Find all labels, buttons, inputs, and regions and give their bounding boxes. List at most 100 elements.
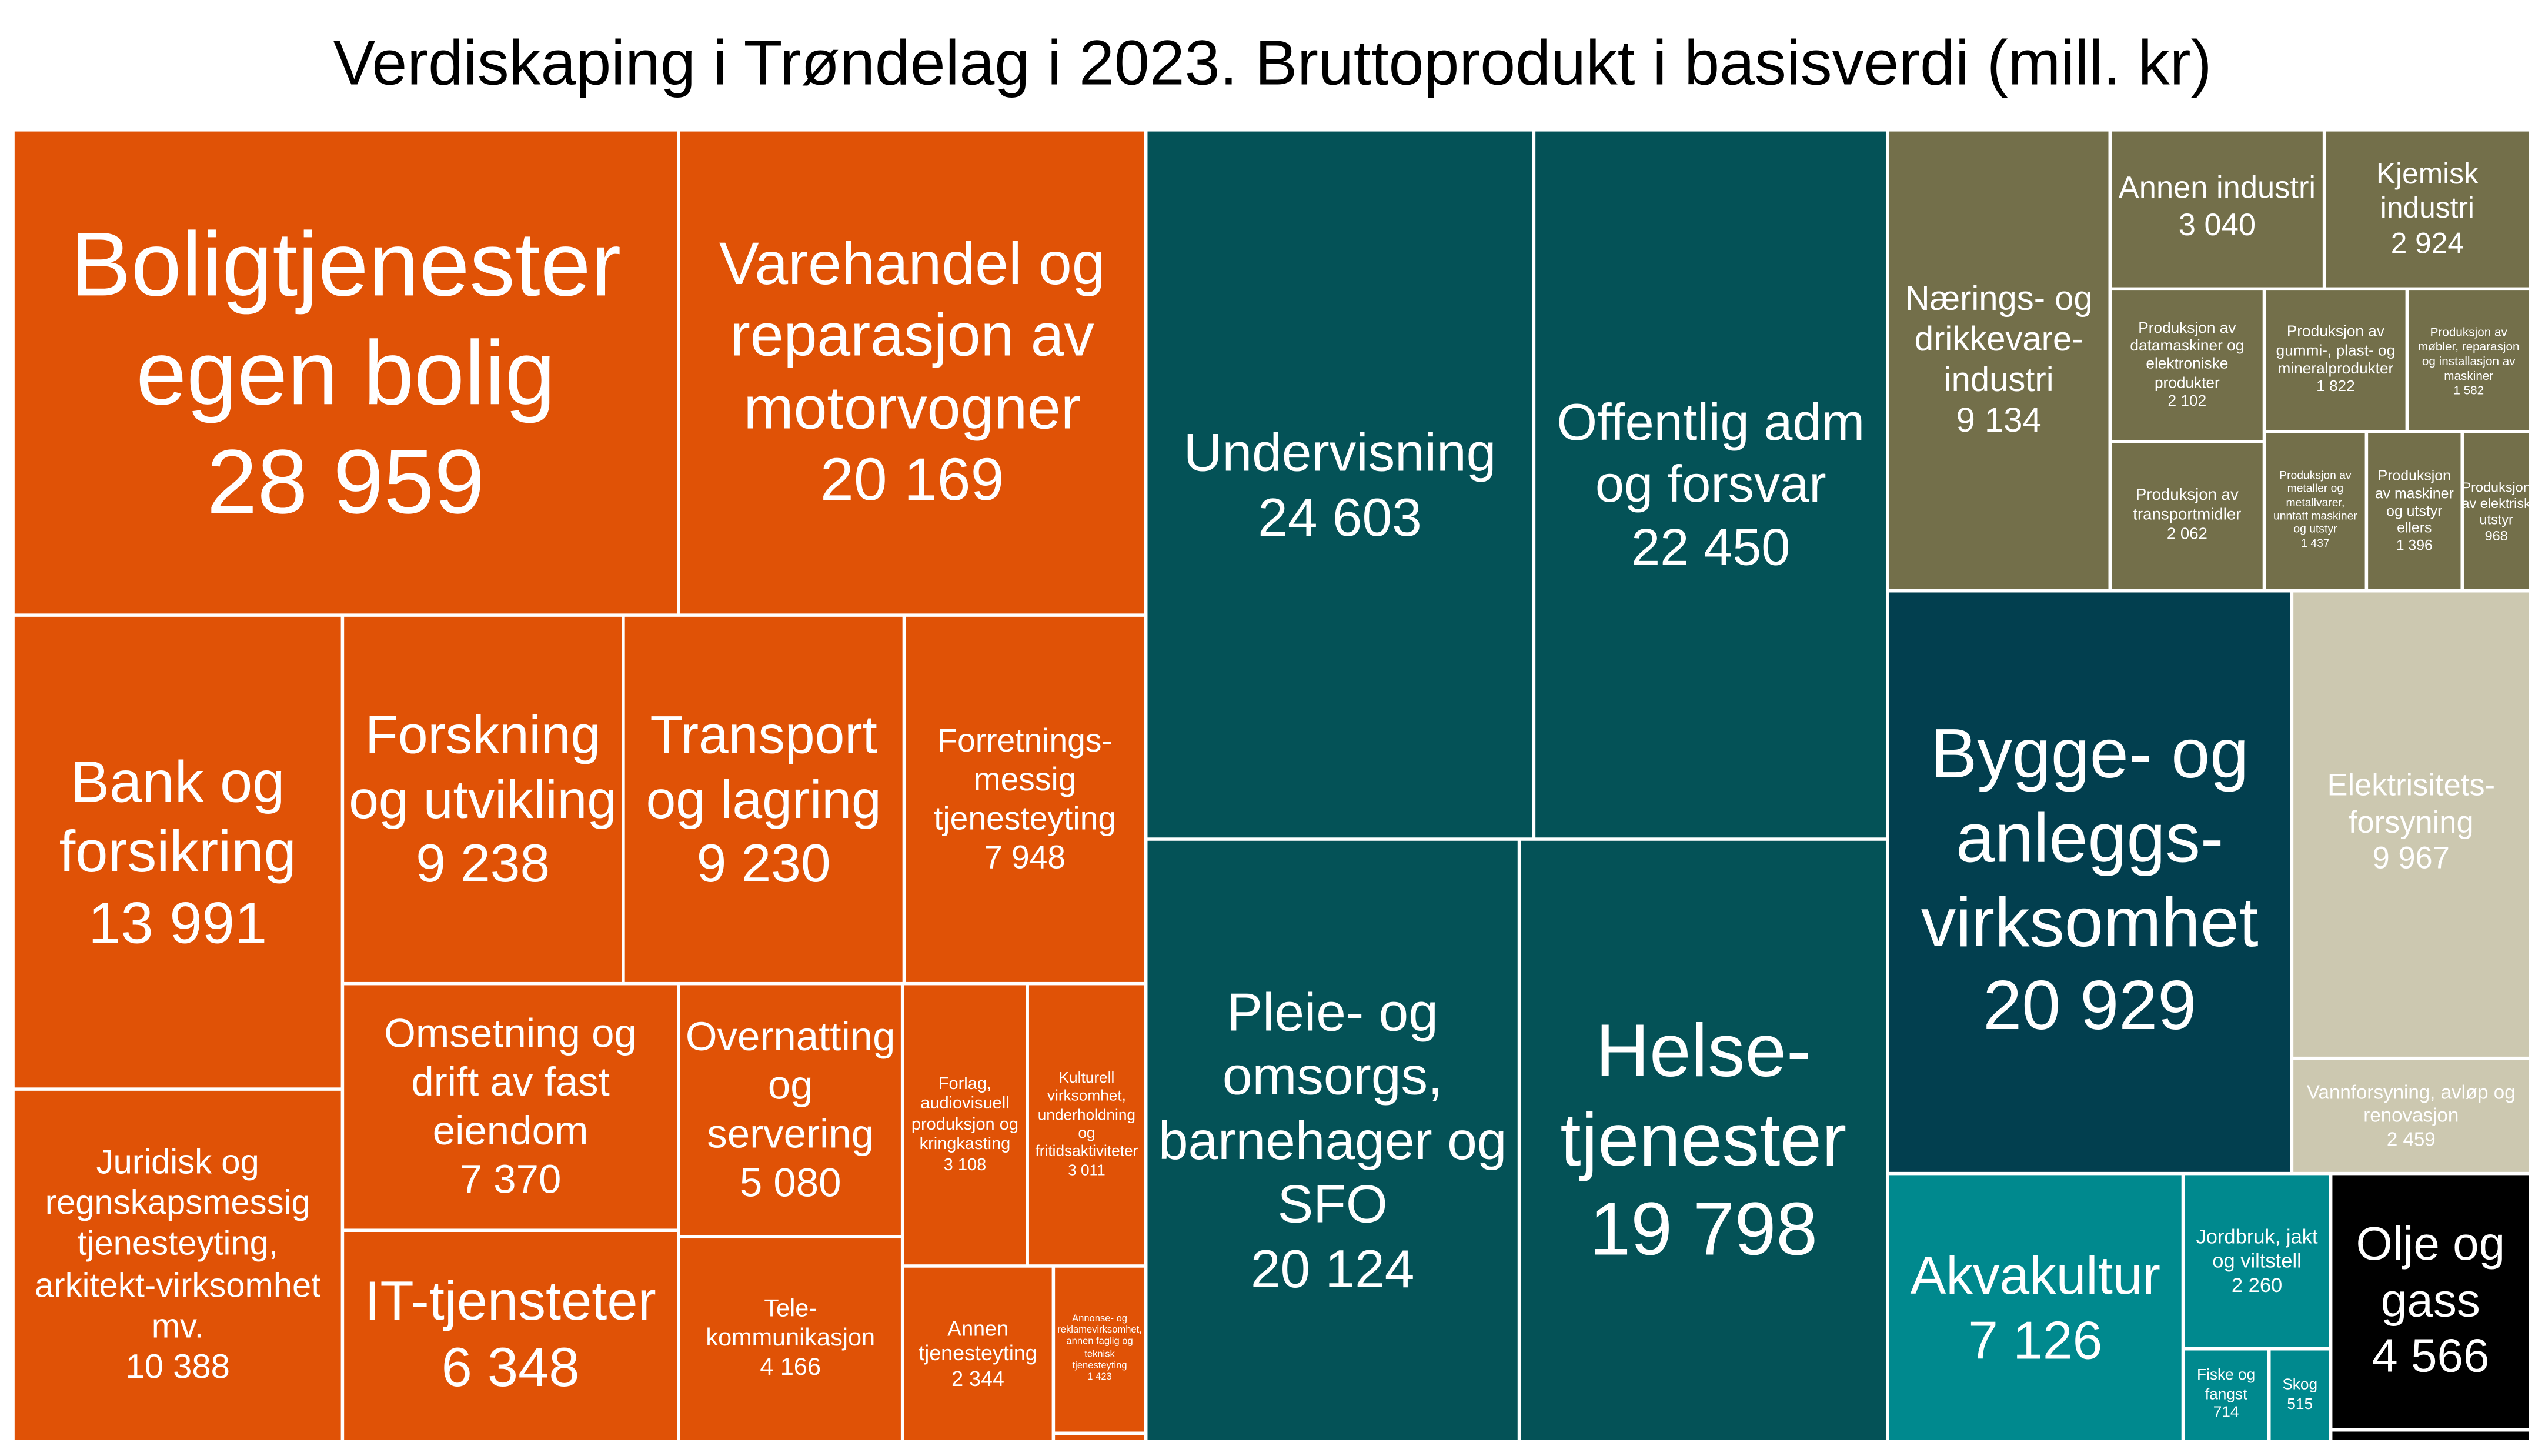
- treemap-cell: Akvakultur 7 126: [1889, 1175, 2182, 1440]
- cell-label: Produksjon av datamaskiner og elektronis…: [2130, 319, 2245, 393]
- cell-value: 4 566: [2372, 1331, 2490, 1384]
- cell-label: Offentlig adm og forsvar: [1557, 392, 1865, 514]
- cell-value: 22 450: [1631, 517, 1791, 576]
- treemap-cell: Produksjon av møbler, reparasjon og inst…: [2409, 290, 2529, 430]
- cell-value: 2 102: [2167, 393, 2207, 411]
- cell-value: 7 948: [984, 840, 1066, 876]
- cell-value: 2 260: [2231, 1273, 2283, 1297]
- treemap-cell: Annen tjenesteyting 2 344: [904, 1267, 1052, 1440]
- cell-label: Forlag, audiovisuell produksjon og kring…: [911, 1073, 1018, 1155]
- treemap-cell: Annonse- og reklamevirksomhet, annen fag…: [1055, 1267, 1144, 1432]
- cell-value: 9 967: [2372, 843, 2450, 877]
- cell-value: 24 603: [1258, 486, 1422, 546]
- cell-label: Boligtjenester egen bolig: [70, 212, 622, 424]
- chart-title: Verdiskaping i Trøndelag i 2023. Bruttop…: [333, 29, 2212, 99]
- cell-value: 5 080: [739, 1160, 841, 1206]
- cell-label: Produksjon av transportmidler: [2133, 487, 2242, 525]
- cell-value: 3 011: [1068, 1161, 1105, 1180]
- cell-label: Helse-tjenester: [1560, 1007, 1847, 1182]
- cell-label: Fiske og fangst: [2197, 1367, 2256, 1404]
- cell-value: 28 959: [206, 430, 485, 533]
- treemap-cell: Produksjon av transportmidler 2 062: [2112, 443, 2263, 589]
- cell-value: 1 822: [2316, 379, 2355, 397]
- treemap-cell: Forskning og utvikling 9 238: [344, 616, 622, 982]
- cell-value: 968: [2484, 527, 2508, 545]
- cell-label: Olje og gass: [2356, 1218, 2506, 1327]
- treemap-cell: Juridisk og regnskapsmessig tjenesteytin…: [14, 1090, 341, 1440]
- treemap-cell: Omsetning og drift av fast eiendom 7 370: [344, 985, 677, 1229]
- treemap-cell: Olje og gass 4 566: [2332, 1175, 2529, 1428]
- treemap-cell: Kulturell virksomhet, underholdning og f…: [1028, 985, 1144, 1265]
- cell-value: 1 396: [2396, 537, 2433, 554]
- treemap-cell: Overnatting og servering 5 080: [680, 985, 901, 1235]
- cell-label: Varehandel og reparasjon av motorvogner: [719, 230, 1105, 441]
- cell-value: 2 062: [2166, 526, 2207, 544]
- cell-label: Elektrisitets-forsyning: [2327, 769, 2496, 840]
- treemap-cell: Nærings- og drikkevare-industri 9 134: [1889, 131, 2109, 589]
- cell-label: Produksjon av elektrisk utstyr: [2463, 478, 2529, 528]
- cell-value: 2 459: [2386, 1127, 2436, 1151]
- treemap-cell: Forlag, audiovisuell produksjon og kring…: [904, 985, 1026, 1265]
- treemap-cell: Produksjon av datamaskiner og elektronis…: [2112, 290, 2263, 440]
- cell-value: 4 166: [760, 1354, 821, 1381]
- cell-value: 19 798: [1589, 1186, 1818, 1271]
- cell-value: 9 134: [1956, 403, 2042, 440]
- treemap-cell: Skog 515: [2270, 1350, 2329, 1440]
- cell-label: Vannforsyning, avløp og renovasjon: [2306, 1081, 2516, 1127]
- cell-value: 9 230: [696, 833, 831, 893]
- treemap-cell: Pleie- og omsorgs, barnehager og SFO 20 1…: [1147, 840, 1518, 1440]
- cell-label: Annonse- og reklamevirksomhet, annen fag…: [1057, 1314, 1142, 1371]
- cell-label: Annen tjenesteyting: [919, 1315, 1037, 1365]
- cell-label: Overnatting og servering: [685, 1014, 896, 1158]
- treemap-cell: Transport og lagring 9 230: [624, 616, 903, 982]
- cell-label: Pleie- og omsorgs, barnehager og SFO: [1158, 981, 1507, 1234]
- cell-label: Kjemisk industri: [2376, 156, 2479, 225]
- cell-value: 20 169: [820, 446, 1004, 513]
- cell-label: Forskning og utvikling: [349, 704, 617, 829]
- treemap-cell: [1055, 1435, 1144, 1440]
- cell-value: 13 991: [88, 889, 268, 956]
- treemap-cell: Vannforsyning, avløp og renovasjon 2 459: [2293, 1060, 2529, 1172]
- cell-label: Produksjon av møbler, reparasjon og inst…: [2417, 323, 2520, 383]
- treemap-cell: IT-tjensteter 6 348: [344, 1231, 677, 1440]
- treemap-cell: Tele-kommunikasjon 4 166: [680, 1238, 901, 1440]
- treemap-cell: [2332, 1431, 2529, 1440]
- cell-value: 515: [2287, 1395, 2313, 1413]
- cell-value: 1 423: [1087, 1372, 1112, 1383]
- cell-value: 7 126: [1968, 1309, 2103, 1370]
- cell-value: 2 344: [951, 1366, 1004, 1391]
- cell-value: 10 388: [125, 1348, 230, 1386]
- treemap-cell: Bank og forsikring 13 991: [14, 616, 341, 1088]
- cell-label: Jordbruk, jakt og viltstell: [2196, 1224, 2318, 1272]
- cell-label: Nærings- og drikkevare-industri: [1905, 280, 2093, 400]
- treemap-cell: Annen industri 3 040: [2112, 131, 2323, 288]
- cell-label: Akvakultur: [1910, 1244, 2160, 1305]
- cell-value: 20 124: [1250, 1238, 1415, 1298]
- cell-label: Bygge- og anleggs-virksomhet: [1921, 716, 2259, 962]
- cell-label: Skog: [2282, 1376, 2318, 1395]
- treemap-cell: Undervisning 24 603: [1147, 131, 1532, 838]
- cell-value: 9 238: [416, 833, 550, 893]
- cell-label: Tele-kommunikasjon: [706, 1295, 876, 1353]
- treemap-cell: Produksjon av elektrisk utstyr 968: [2463, 433, 2529, 589]
- cell-label: Forretnings-messig tjenesteyting: [934, 723, 1117, 837]
- cell-label: Omsetning og drift av fast eiendom: [384, 1011, 637, 1154]
- treemap-cell: Varehandel og reparasjon av motorvogner 2…: [680, 131, 1144, 614]
- treemap-cell: Offentlig adm og forsvar 22 450: [1535, 131, 1886, 838]
- cell-label: Produksjon av maskiner og utstyr ellers: [2374, 467, 2454, 536]
- cell-label: Undervisning: [1183, 422, 1497, 482]
- cell-value: 2 924: [2390, 226, 2464, 260]
- cell-label: Kulturell virksomhet, underholdning og f…: [1035, 1069, 1138, 1161]
- treemap-cell: Fiske og fangst 714: [2185, 1350, 2267, 1440]
- cell-label: Transport og lagring: [646, 704, 881, 829]
- cell-value: 3 040: [2178, 209, 2256, 244]
- cell-value: 20 929: [1983, 967, 2197, 1046]
- treemap-cell: Bygge- og anleggs-virksomhet 20 929: [1889, 592, 2290, 1172]
- cell-value: 714: [2213, 1404, 2239, 1422]
- treemap-cell: Boligtjenester egen bolig 28 959: [14, 131, 677, 614]
- treemap-cell: Produksjon av maskiner og utstyr ellers 1…: [2368, 433, 2461, 589]
- cell-value: 6 348: [441, 1337, 580, 1400]
- cell-value: 7 370: [459, 1157, 562, 1203]
- cell-label: Juridisk og regnskapsmessig tjenesteytin…: [35, 1144, 321, 1345]
